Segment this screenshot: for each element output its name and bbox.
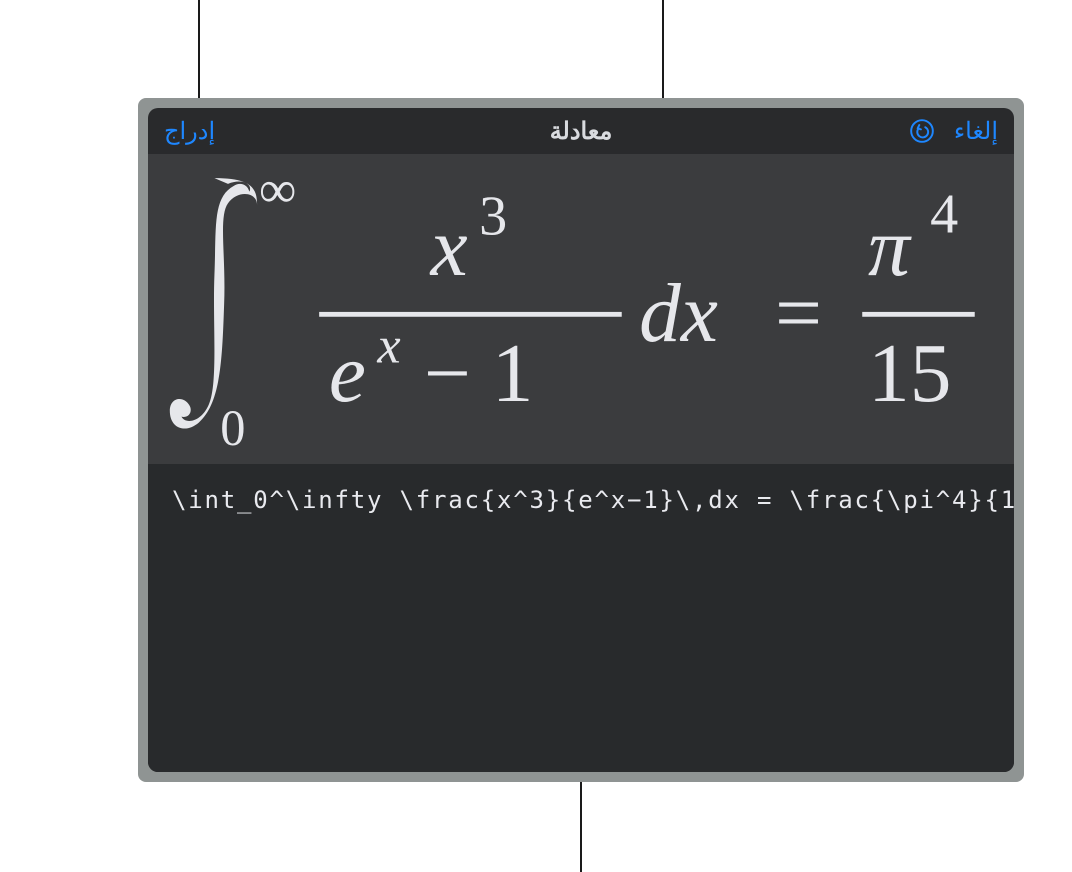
dialog-header: إدراج معادلة إلغاء <box>148 108 1014 154</box>
denom-tail: − 1 <box>424 328 534 420</box>
dialog-title: معادلة <box>148 117 1014 146</box>
numerator-exp: 3 <box>479 185 507 247</box>
undo-icon[interactable] <box>908 117 936 145</box>
equation-preview: ∞ 0 x 3 e x − 1 dx = <box>148 154 1014 464</box>
fraction-bar-2 <box>862 312 974 317</box>
fraction-bar-1 <box>319 312 622 317</box>
denom-base: e <box>329 328 366 420</box>
latex-source-text[interactable]: \int_0^\infty \frac{x^3}{e^x−1}\,dx = \f… <box>172 486 990 514</box>
upper-limit: ∞ <box>259 166 296 219</box>
callout-line-bottom <box>580 780 582 872</box>
denom-exp: x <box>376 316 400 374</box>
callout-line-top-left <box>198 0 200 106</box>
latex-input-area[interactable]: \int_0^\infty \frac{x^3}{e^x−1}\,dx = \f… <box>148 464 1014 772</box>
cancel-button[interactable]: إلغاء <box>954 117 998 146</box>
equation-panel: إدراج معادلة إلغاء <box>148 108 1014 772</box>
equals: = <box>775 268 822 360</box>
lower-limit: 0 <box>220 400 245 452</box>
equation-editor-dialog: إدراج معادلة إلغاء <box>138 98 1024 782</box>
rhs-num-base: π <box>868 202 912 294</box>
differential: dx <box>639 268 718 360</box>
rhs-den: 15 <box>868 328 951 420</box>
numerator-base: x <box>429 202 468 294</box>
rhs-num-exp: 4 <box>930 183 958 245</box>
equation-render: ∞ 0 x 3 e x − 1 dx = <box>164 166 998 452</box>
insert-button[interactable]: إدراج <box>164 117 215 146</box>
